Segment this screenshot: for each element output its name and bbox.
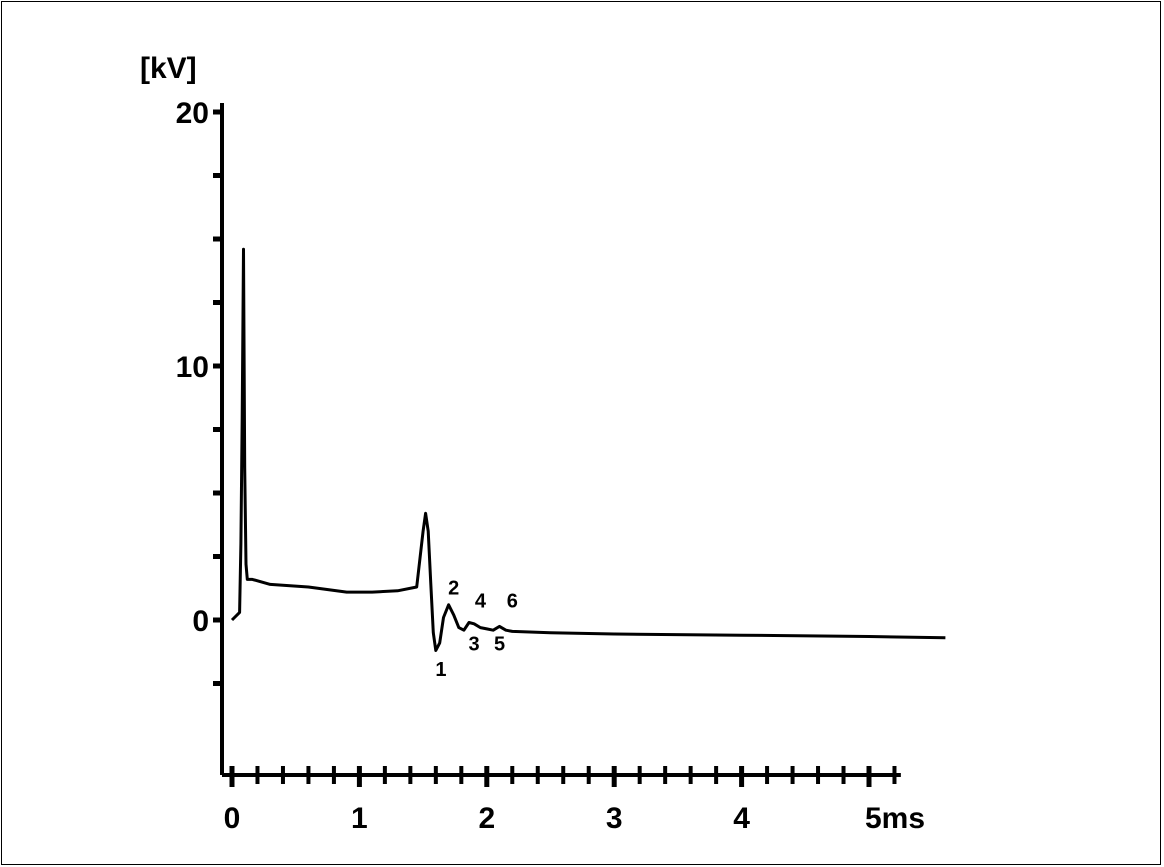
peak-annotation: 4 bbox=[475, 590, 487, 612]
axes bbox=[220, 103, 901, 777]
y-tick-label: 10 bbox=[176, 351, 209, 384]
series-group bbox=[230, 247, 946, 652]
x-tick-label: 0 bbox=[224, 802, 241, 835]
peak-annotation: 6 bbox=[507, 590, 518, 612]
y-ticks: 20 10 0 bbox=[176, 97, 222, 686]
peak-annotation: 2 bbox=[448, 578, 459, 600]
y-tick-label: 0 bbox=[192, 605, 209, 638]
x-tick-label: 3 bbox=[606, 802, 623, 835]
x-tick-label: 4 bbox=[733, 802, 750, 835]
x-ticks: 0 1 2 3 4 5ms bbox=[224, 766, 925, 835]
annotations: 1 2 3 456 bbox=[435, 578, 517, 681]
series-line bbox=[230, 247, 946, 652]
x-tick-label: 5ms bbox=[865, 802, 925, 835]
x-tick-label: 1 bbox=[351, 802, 368, 835]
peak-annotation: 3 bbox=[468, 633, 479, 655]
y-axis-unit-label: [kV] bbox=[140, 52, 197, 85]
x-tick-label: 2 bbox=[478, 802, 495, 835]
peak-annotation: 5 bbox=[494, 633, 505, 655]
peak-annotation: 1 bbox=[435, 659, 446, 681]
y-tick-label: 20 bbox=[176, 97, 209, 130]
